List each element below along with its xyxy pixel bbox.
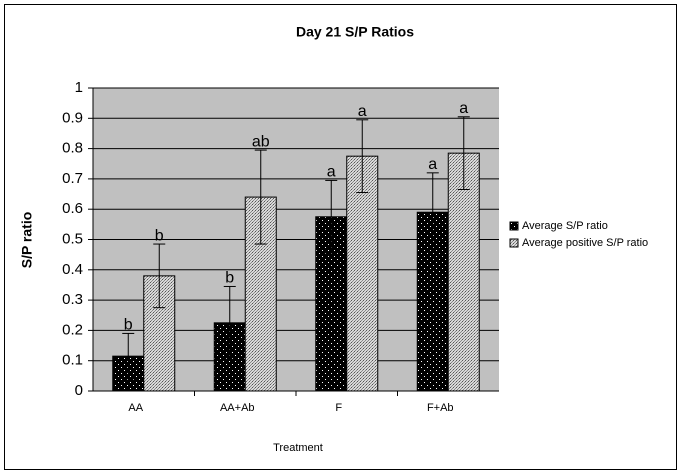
y-tick-label: 0.8 (62, 140, 83, 157)
annotation: ab (252, 133, 270, 150)
annotation: b (155, 227, 164, 244)
y-tick-label: 0.9 (62, 109, 83, 126)
x-tick-label: AA (128, 402, 143, 414)
annotation: a (327, 164, 336, 181)
legend-swatch (509, 221, 519, 231)
legend-label: Average positive S/P ratio (522, 237, 648, 249)
annotation: b (124, 317, 133, 334)
legend-label: Average S/P ratio (522, 220, 608, 232)
y-tick-label: 0.4 (62, 261, 83, 278)
x-tick-label: F (335, 402, 342, 414)
x-tick-label: AA+Ab (220, 402, 255, 414)
y-tick-label: 0.6 (62, 200, 83, 217)
y-tick-label: 0.2 (62, 321, 83, 338)
annotation: a (358, 103, 367, 120)
x-axis-label: Treatment (273, 442, 323, 454)
y-axis-label: S/P ratio (19, 212, 35, 269)
y-tick-label: 0 (75, 382, 83, 399)
y-tick-label: 0.3 (62, 291, 83, 308)
y-tick-label: 1 (75, 79, 83, 96)
annotation: b (225, 270, 234, 287)
legend-swatch (509, 238, 519, 248)
x-tick-label: F+Ab (427, 402, 454, 414)
annotation: a (428, 156, 437, 173)
y-tick-label: 0.1 (62, 352, 83, 369)
bar (346, 155, 379, 392)
bar (447, 152, 480, 392)
annotation: a (459, 100, 468, 117)
y-tick-label: 0.5 (62, 230, 83, 247)
y-tick-label: 0.7 (62, 170, 83, 187)
chart-title: Day 21 S/P Ratios (296, 24, 414, 40)
